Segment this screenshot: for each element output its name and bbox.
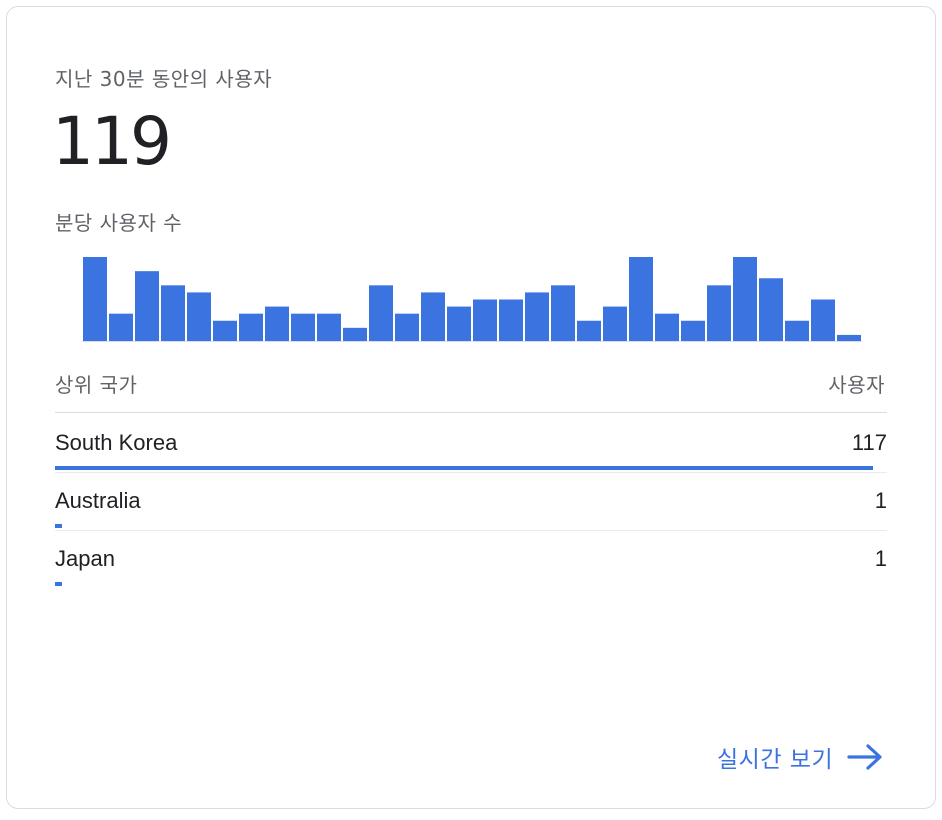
chart-bar[interactable]: [109, 313, 133, 342]
chart-bar[interactable]: [837, 334, 861, 342]
chart-bar[interactable]: [785, 320, 809, 342]
chart-bar[interactable]: [317, 313, 341, 342]
chart-bar[interactable]: [577, 320, 601, 342]
view-realtime-label: 실시간 보기: [717, 747, 834, 773]
country-users: 1: [874, 546, 887, 571]
chart-bar[interactable]: [681, 320, 705, 342]
users-column-header: 사용자: [828, 373, 885, 397]
chart-bar[interactable]: [655, 313, 679, 342]
chart-bar[interactable]: [161, 285, 185, 342]
chart-bar[interactable]: [265, 306, 289, 342]
view-realtime-link[interactable]: 실시간 보기: [717, 737, 883, 777]
country-row-japan: Japan 1: [55, 530, 887, 588]
row-divider: [55, 530, 887, 531]
country-users: 1: [874, 488, 887, 513]
chart-bar[interactable]: [239, 313, 263, 342]
chart-bar[interactable]: [473, 299, 497, 343]
realtime-users-card: 지난 30분 동안의 사용자 119 분당 사용자 수 상위 국가 사용자 So…: [6, 6, 936, 809]
chart-bar[interactable]: [343, 327, 367, 342]
chart-bar[interactable]: [707, 285, 731, 342]
country-share-bar: [55, 466, 873, 470]
chart-bar[interactable]: [395, 313, 419, 342]
chart-bar[interactable]: [499, 299, 523, 343]
country-share-bar: [55, 524, 62, 528]
per-minute-label: 분당 사용자 수: [55, 211, 183, 235]
total-users-count: 119: [52, 103, 172, 180]
row-divider: [55, 472, 887, 473]
country-row-australia: Australia 1: [55, 472, 887, 531]
chart-bar[interactable]: [759, 278, 783, 342]
country-users: 117: [851, 430, 887, 455]
chart-bar[interactable]: [187, 292, 211, 342]
card-title: 지난 30분 동안의 사용자: [55, 67, 273, 91]
users-per-minute-chart: [82, 257, 862, 342]
chart-bar[interactable]: [603, 306, 627, 342]
chart-bar[interactable]: [811, 299, 835, 343]
chart-bar[interactable]: [551, 285, 575, 342]
country-name: South Korea: [55, 430, 178, 455]
chart-bar[interactable]: [83, 257, 107, 342]
chart-bar[interactable]: [421, 292, 445, 342]
chart-bar[interactable]: [447, 306, 471, 342]
country-row-south-korea: South Korea 117: [55, 414, 887, 473]
header-divider: [55, 412, 887, 413]
chart-bar[interactable]: [629, 257, 653, 342]
arrow-right-icon: [847, 744, 882, 770]
chart-bar[interactable]: [369, 285, 393, 342]
chart-bar[interactable]: [213, 320, 237, 342]
country-name: Australia: [55, 488, 141, 513]
country-share-bar: [55, 582, 62, 586]
chart-bar[interactable]: [525, 292, 549, 342]
country-name: Japan: [55, 546, 115, 571]
top-countries-header: 상위 국가: [55, 373, 138, 397]
chart-bar[interactable]: [135, 271, 159, 342]
chart-bar[interactable]: [291, 313, 315, 342]
chart-bar[interactable]: [733, 257, 757, 342]
